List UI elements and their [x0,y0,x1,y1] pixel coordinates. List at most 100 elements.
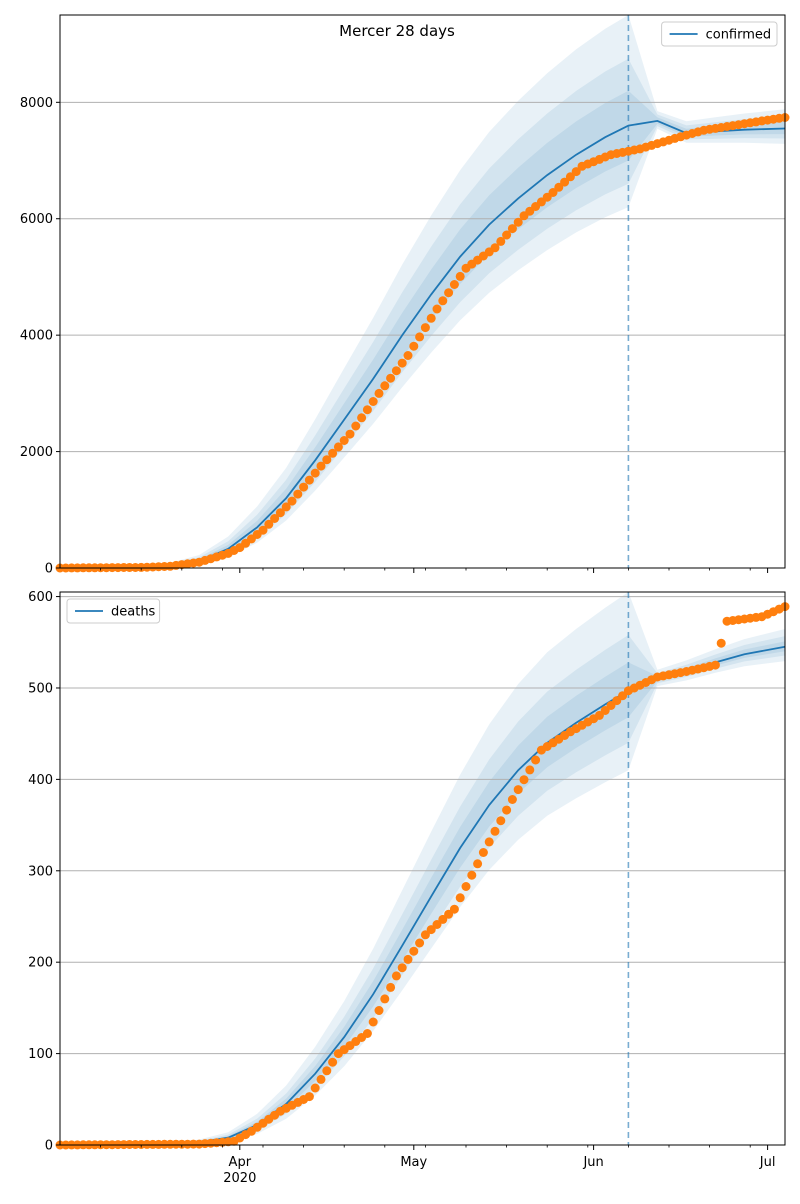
data-point [374,388,384,398]
data-point [339,436,349,445]
data-point [357,413,367,423]
band-middle [60,635,785,1145]
data-point [304,475,314,485]
data-point [490,826,500,836]
data-point [380,381,390,391]
data-point [484,837,494,847]
data-point [513,785,523,795]
data-point [554,182,564,192]
figure-title: Mercer 28 days [339,22,455,40]
data-point [362,405,372,415]
data-point [328,448,338,458]
data-point [270,514,280,523]
data-point [519,775,529,785]
data-point [316,1074,326,1084]
data-point [391,971,401,981]
data-point [397,963,407,973]
data-point [415,938,425,948]
data-point [525,765,535,775]
data-point [397,358,407,368]
observed-points [55,113,790,573]
data-point [502,230,512,240]
data-point [275,508,285,518]
data-point [444,909,454,919]
data-point [438,296,448,306]
x-tick-label: Apr [229,1155,252,1170]
data-point [374,1006,384,1015]
data-point [258,525,268,535]
y-tick-label: 2000 [20,445,53,460]
y-tick-label: 6000 [20,212,53,227]
data-point [426,313,436,323]
y-tick-label: 200 [28,956,53,971]
x-year-label: 2020 [223,1171,256,1186]
legend: deaths [66,598,161,624]
y-tick-label: 0 [45,1139,53,1154]
observed-points [55,602,790,1150]
y-tick-label: 8000 [20,96,53,111]
data-point [513,217,523,227]
data-point [386,373,396,383]
uncertainty-bands [60,592,785,1146]
y-tick-label: 500 [28,681,53,696]
data-point [322,1066,332,1076]
data-point [420,930,430,940]
data-point [467,870,477,880]
data-point [710,660,720,670]
plot-frame [59,14,786,569]
data-point [531,755,541,765]
legend-label: deaths [111,605,156,620]
data-point [328,1057,338,1067]
data-point [455,271,465,281]
data-point [502,805,512,815]
uncertainty-bands [60,15,785,569]
y-tick-label: 600 [28,590,53,605]
data-point [473,859,483,869]
y-tick-label: 4000 [20,329,53,344]
data-point [304,1092,314,1102]
band-middle [60,58,785,569]
data-point [409,946,419,956]
data-point [455,893,465,903]
data-point [415,332,425,342]
x-tick-label: May [400,1155,427,1170]
data-point [438,914,448,924]
data-point [264,519,274,529]
data-point [565,172,575,182]
data-point [571,167,581,177]
data-point [368,1017,378,1027]
plot-frame [59,591,786,1146]
data-point [345,429,355,439]
data-point [496,236,506,246]
data-point [548,188,558,197]
data-point [426,925,436,935]
data-point [368,397,378,406]
legend-box [66,598,161,624]
data-point [322,455,332,465]
y-tick-label: 0 [45,562,53,577]
data-point [287,496,297,506]
x-tick-label: Jul [759,1155,776,1170]
x-tick-label: Jun [582,1155,603,1170]
legend-box [661,21,778,47]
data-point [333,442,343,452]
data-point [386,982,396,992]
data-point [281,502,291,512]
data-point [351,421,361,431]
data-point [403,954,413,964]
data-point [449,904,459,914]
y-tick-label: 400 [28,773,53,788]
data-point [409,341,419,351]
deaths-panel: 0 100 200 300 400 500 600 Apr May Jun Jul 2020 death… [28,590,790,1186]
legend-label: confirmed [706,28,772,43]
data-point [461,882,471,891]
data-point [391,366,401,376]
confirmed-panel: 0 2000 4000 6000 8000 confirmed [20,14,790,577]
data-point [432,920,442,929]
data-point [362,1029,372,1038]
data-point [490,243,500,253]
data-point [716,638,726,648]
data-point [403,351,413,360]
